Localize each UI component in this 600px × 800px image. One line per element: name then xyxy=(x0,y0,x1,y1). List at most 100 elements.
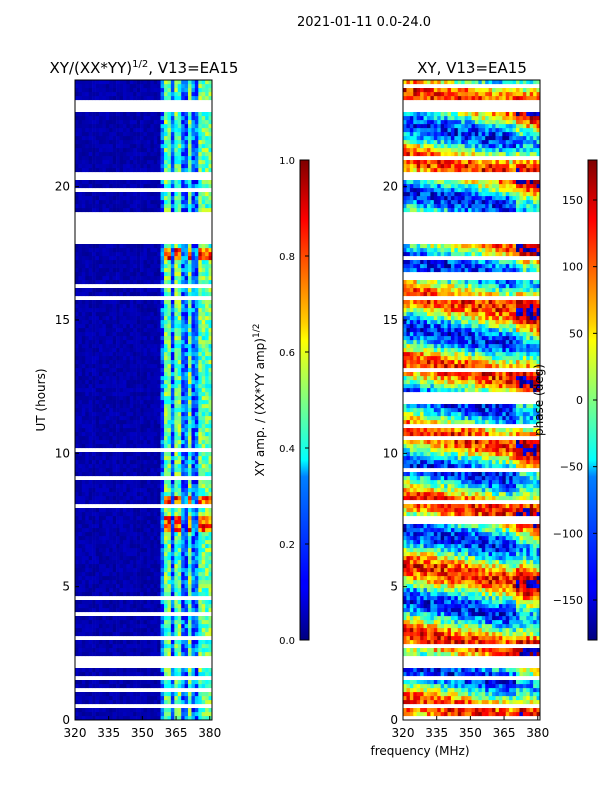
heat-cell xyxy=(153,496,158,501)
heat-cell xyxy=(78,308,83,313)
heat-cell xyxy=(184,452,189,457)
heat-cell xyxy=(143,164,148,169)
heat-cell xyxy=(198,544,203,549)
heat-cell xyxy=(81,324,86,329)
heat-cell xyxy=(78,372,83,377)
heat-cell xyxy=(177,548,182,553)
heat-cell xyxy=(170,576,175,581)
heat-cell xyxy=(181,324,185,329)
heat-cell xyxy=(98,288,103,293)
heat-cell xyxy=(160,244,165,249)
heat-cell xyxy=(88,528,93,533)
heat-cell xyxy=(119,160,124,165)
heat-cell xyxy=(205,196,209,201)
heat-cell xyxy=(81,552,86,557)
heat-cell xyxy=(146,540,151,545)
heat-cell xyxy=(146,692,151,697)
heat-cell xyxy=(208,428,213,433)
heat-cell xyxy=(164,692,168,697)
heat-cell xyxy=(92,244,96,249)
heat-cell xyxy=(170,252,175,257)
heat-cell xyxy=(167,492,172,497)
heat-cell xyxy=(167,308,172,313)
heat-cell xyxy=(109,652,113,657)
heat-cell xyxy=(105,592,110,597)
heat-cell xyxy=(75,412,79,417)
heat-cell xyxy=(78,580,83,585)
heat-cell xyxy=(98,304,103,309)
heat-cell xyxy=(75,304,79,309)
heat-cell xyxy=(198,696,203,701)
heat-cell xyxy=(198,376,203,381)
heat-cell xyxy=(208,412,213,417)
heat-cell xyxy=(174,300,179,305)
heat-cell xyxy=(129,152,134,157)
heat-cell xyxy=(136,356,141,361)
heat-cell xyxy=(112,404,117,409)
heat-cell xyxy=(105,552,110,557)
heat-cell xyxy=(146,520,151,525)
heat-cell xyxy=(133,548,137,553)
heat-cell xyxy=(201,300,206,305)
heat-cell xyxy=(194,384,199,389)
heat-cell xyxy=(95,440,100,445)
heat-cell xyxy=(201,328,206,333)
heat-cell xyxy=(81,140,86,145)
heat-cell xyxy=(133,572,137,577)
heat-cell xyxy=(133,616,137,621)
heat-cell xyxy=(150,292,155,297)
heat-cell xyxy=(177,544,182,549)
heat-cell xyxy=(167,440,172,445)
heat-cell xyxy=(122,364,127,369)
heat-cell xyxy=(201,544,206,549)
heat-cell xyxy=(181,288,185,293)
heat-cell xyxy=(153,204,158,209)
heat-cell xyxy=(109,592,113,597)
heat-cell xyxy=(181,576,185,581)
heat-cell xyxy=(177,528,182,533)
heat-cell xyxy=(109,464,113,469)
heat-cell xyxy=(153,392,158,397)
heat-cell xyxy=(146,392,151,397)
heat-cell xyxy=(150,128,155,133)
heat-cell xyxy=(129,604,134,609)
heat-cell xyxy=(157,480,161,485)
heat-cell xyxy=(112,548,117,553)
heat-cell xyxy=(191,180,196,185)
heat-cell xyxy=(140,488,144,493)
heat-cell xyxy=(174,124,179,129)
heat-cell xyxy=(133,520,137,525)
heat-cell xyxy=(136,264,141,269)
heat-cell xyxy=(208,192,213,197)
heat-cell xyxy=(78,588,83,593)
heat-cell xyxy=(140,344,144,349)
heat-cell xyxy=(194,616,199,621)
heat-cell xyxy=(136,272,141,277)
heat-cell xyxy=(109,312,113,317)
heat-cell xyxy=(105,128,110,133)
heat-cell xyxy=(85,436,89,441)
heat-cell xyxy=(153,352,158,357)
heat-cell xyxy=(116,256,120,261)
heat-cell xyxy=(95,468,100,473)
heat-cell xyxy=(150,248,155,253)
heat-cell xyxy=(170,452,175,457)
heat-cell xyxy=(140,440,144,445)
heat-cell xyxy=(191,372,196,377)
heat-cell xyxy=(194,488,199,493)
heat-cell xyxy=(191,500,196,505)
heat-cell xyxy=(167,264,172,269)
heat-cell xyxy=(208,272,213,277)
heat-cell xyxy=(201,416,206,421)
heat-cell xyxy=(112,584,117,589)
heat-cell xyxy=(191,160,196,165)
heat-cell xyxy=(146,672,151,677)
heat-cell xyxy=(122,560,127,565)
heat-cell xyxy=(201,312,206,317)
heat-cell xyxy=(98,424,103,429)
heat-cell xyxy=(177,288,182,293)
heat-cell xyxy=(98,152,103,157)
heat-cell xyxy=(136,360,141,365)
heat-cell xyxy=(88,148,93,153)
